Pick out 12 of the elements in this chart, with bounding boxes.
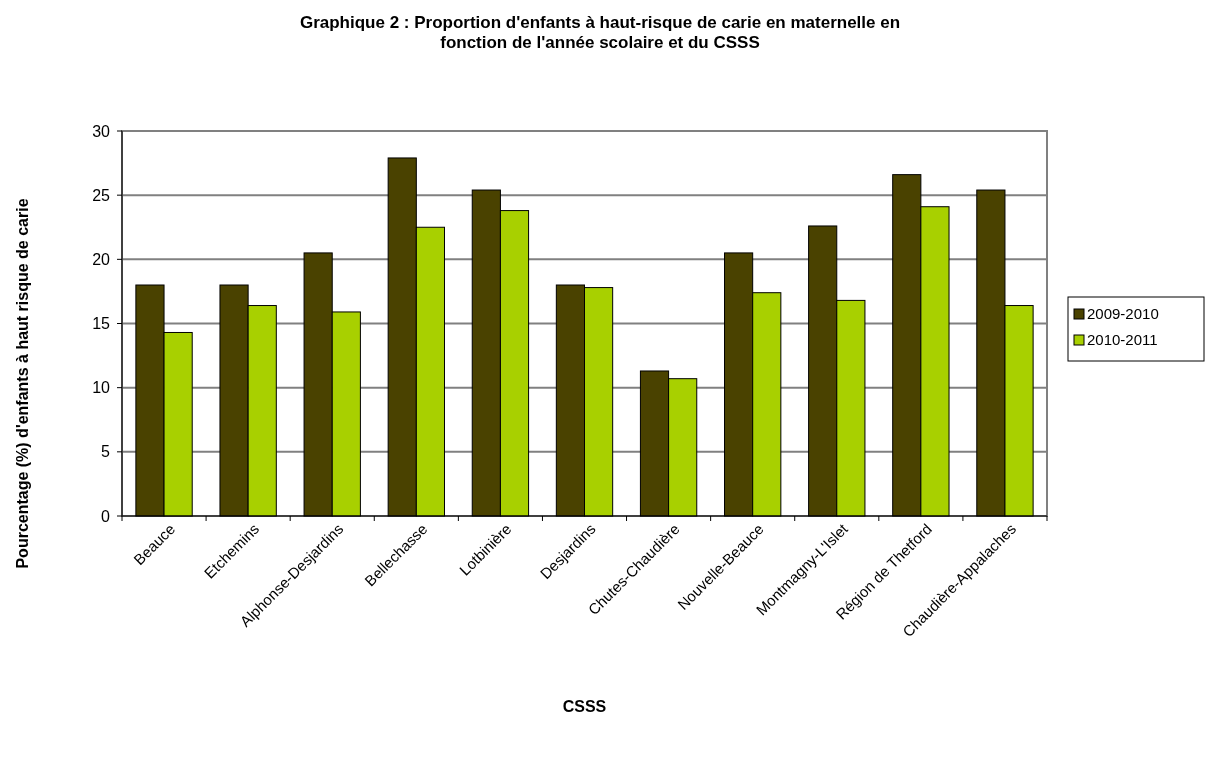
y-tick-label: 15 bbox=[92, 315, 111, 333]
y-axis-title: Pourcentage (%) d'enfants à haut risque de carie bbox=[14, 198, 31, 569]
y-tick-label: 30 bbox=[92, 122, 111, 140]
y-tick-label: 25 bbox=[92, 186, 111, 204]
legend-label: 2009-2010 bbox=[1087, 305, 1159, 323]
y-tick-label: 20 bbox=[92, 250, 111, 268]
legend-label: 2010-2011 bbox=[1087, 331, 1158, 349]
y-tick-label: 5 bbox=[101, 443, 111, 461]
y-tick-label: 10 bbox=[92, 379, 111, 397]
x-axis-title: CSSS bbox=[562, 698, 607, 715]
y-tick-label: 0 bbox=[101, 507, 111, 525]
chart-title: Graphique 2 : Proportion d'enfants à haut-risque de carie en maternelle en fonction de l'année scolaire et du CSSS bbox=[299, 13, 901, 52]
